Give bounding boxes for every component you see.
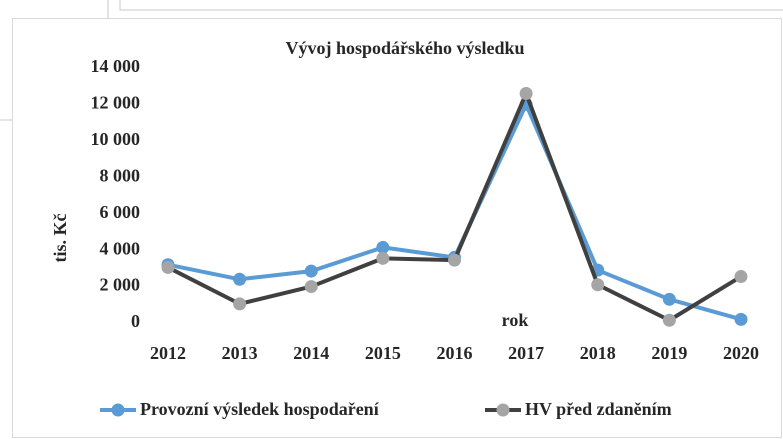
series-marker	[304, 264, 318, 278]
y-tick-label: 0	[131, 311, 140, 331]
series-marker	[591, 278, 605, 292]
chart-title: Vývoj hospodářského výsledku	[285, 38, 524, 58]
chart-border	[12, 18, 782, 438]
series-marker	[734, 270, 748, 284]
x-tick-label: 2012	[150, 343, 186, 363]
series-marker	[233, 272, 247, 286]
y-tick-label: 14 000	[91, 56, 141, 76]
y-tick-label: 12 000	[91, 93, 141, 113]
series-marker	[304, 280, 318, 294]
series-marker	[734, 312, 748, 326]
x-tick-label: 2015	[365, 343, 401, 363]
legend-marker	[496, 403, 510, 417]
series-marker	[161, 260, 175, 274]
series-marker	[448, 253, 461, 267]
x-tick-label: 2017	[508, 343, 544, 363]
x-tick-label: 2014	[293, 343, 329, 363]
series-marker	[233, 297, 247, 311]
legend-label: Provozní výsledek hospodaření	[140, 399, 380, 419]
y-tick-label: 2 000	[100, 275, 141, 295]
y-tick-label: 8 000	[100, 165, 141, 185]
y-tick-label: 6 000	[100, 202, 141, 222]
x-tick-label: 2013	[222, 343, 258, 363]
y-axis-label: tis. Kč	[50, 213, 70, 262]
y-tick-label: 10 000	[91, 129, 141, 149]
series-marker	[662, 313, 676, 327]
series-marker	[376, 240, 390, 254]
series-marker	[662, 292, 676, 306]
series-marker	[376, 251, 390, 265]
x-tick-label: 2019	[651, 343, 687, 363]
legend-marker	[111, 403, 125, 417]
x-tick-label: 2020	[723, 343, 759, 363]
x-tick-label: 2016	[437, 343, 473, 363]
legend-label: HV před zdaněním	[525, 399, 672, 419]
frame-line	[119, 0, 783, 11]
x-axis-label: rok	[502, 310, 529, 330]
x-tick-label: 2018	[580, 343, 616, 363]
series-marker	[519, 87, 533, 100]
y-tick-label: 4 000	[100, 238, 141, 258]
